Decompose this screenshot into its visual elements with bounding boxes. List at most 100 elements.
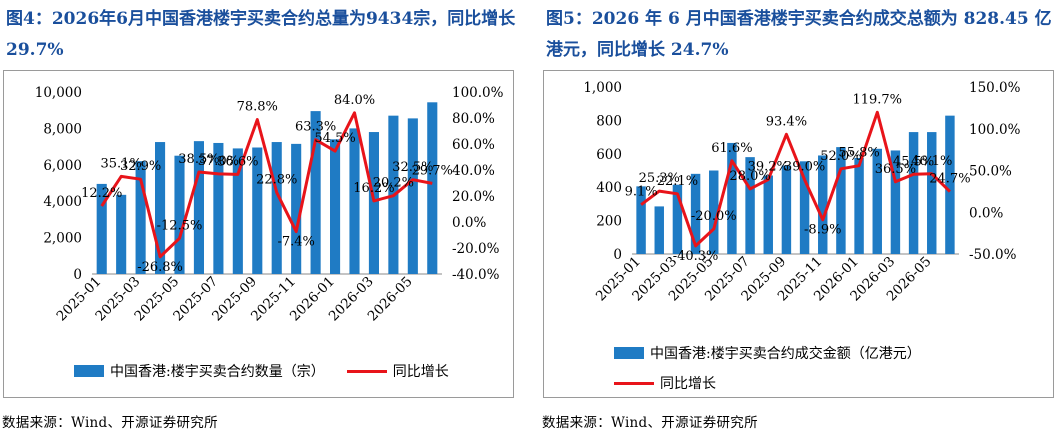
bar [763,175,773,254]
data-label: 39.0% [784,160,825,175]
y-right-tick-label: 20.0% [452,189,495,205]
legend-line-swatch [346,369,387,373]
data-label: 45.5% [893,154,934,169]
y-left-tick-label: 1,000 [583,80,622,96]
y-right-tick-label: 80.0% [452,111,495,127]
panel-fig4: 图4：2026年6月中国香港楼宇买卖合约总量为9434宗，同比增长 29.7% … [0,0,517,436]
panel-fig5: 图5：2026 年 6 月中国香港楼宇买卖合约成交总额为 828.45 亿港元，… [540,0,1057,436]
bar [672,184,683,254]
data-label: 20.2% [373,176,414,191]
y-right-tick-label: -50.0% [969,247,1017,263]
bar [836,147,846,254]
legend-line-label: 同比增长 [660,376,716,392]
bar [927,132,937,254]
bar [890,150,901,254]
y-left-tick-label: 2,000 [43,231,82,247]
chart-fig5: 0 200 400 600 800 1,000 -50.0% 0.0% 50.0% 100.0% 1… [583,80,1021,305]
data-label: 22.1% [657,174,698,189]
bar [310,111,321,274]
data-label: -12.5% [157,218,203,233]
legend-line-label: 同比增长 [392,364,449,380]
y-left-tick-label: 400 [596,180,622,196]
data-label: 39.2% [748,160,789,175]
data-label: 63.3% [295,120,336,135]
bar [854,157,864,254]
bar [427,102,438,274]
data-label: 32.9% [120,159,161,174]
data-label: 84.0% [334,93,375,108]
bar [636,186,646,254]
bar [654,206,664,254]
bar [908,132,919,254]
y-left-tick-label: 4,000 [43,194,82,210]
data-label: 25.3% [639,171,680,186]
bar [799,161,810,254]
data-label: 93.4% [766,114,807,129]
chart-frame-fig5: 0 200 400 600 800 1,000 -50.0% 0.0% 50.0% 100.0% 1… [543,70,1054,398]
bar [945,115,955,254]
data-label: 9.1% [625,185,658,200]
y-right-tick-label: 60.0% [452,137,495,153]
y-left-tick-label: 6,000 [43,158,82,174]
bar [213,142,224,274]
bar [781,165,792,254]
data-label: 37.0% [198,154,239,169]
y-right-tick-label: 100.0% [969,122,1021,138]
bar [818,155,828,254]
y-right-tick-label: 150.0% [969,80,1021,96]
data-label: 32.5% [392,160,433,175]
data-label: 16.2% [353,181,394,196]
data-label: 29.7% [412,163,453,178]
data-label: 38.5% [178,152,219,167]
legend-bar-swatch [614,347,644,359]
legend-bar-label: 中国香港:楼宇买卖合约成交金额（亿港元） [650,346,921,362]
data-label: 36.5% [875,162,916,177]
data-label: -20.0% [691,209,737,224]
y-right-tick-label: 0.0% [969,205,1003,221]
data-label: 36.6% [217,154,258,169]
bar [872,148,882,254]
y-right-tick-label: 0.0% [452,215,486,231]
y-left-tick-label: 200 [596,214,622,230]
chart-title-fig5: 图5：2026 年 6 月中国香港楼宇买卖合约成交总额为 828.45 亿港元，… [546,9,1052,60]
bar [271,142,282,274]
y-right-tick-label: 100.0% [452,85,504,101]
y-right-tick-label: -20.0% [452,241,500,257]
bar [96,183,107,274]
source-note-fig5: 数据来源：Wind、开源证券研究所 [542,415,758,431]
data-label: -26.8% [137,260,183,275]
data-label: -40.3% [673,249,719,264]
y-right-tick-label: -40.0% [452,267,500,283]
bar [116,194,127,274]
data-label: 24.7% [929,172,970,187]
data-label: -8.9% [804,223,841,238]
bar [135,161,146,274]
legend-bar-fig5: 中国香港:楼宇买卖合约成交金额（亿港元） [614,343,921,363]
y-left-tick-label: 0 [613,247,622,263]
legend-bar-swatch [74,365,104,377]
bar [330,139,341,274]
y-right-tick-label: 40.0% [452,163,495,179]
data-label: 55.8% [838,146,879,161]
source-note-fig4: 数据来源：Wind、开源证券研究所 [2,415,218,431]
data-label: 12.2% [81,186,122,201]
yoy-line [640,110,951,248]
bar [407,118,418,274]
data-label: 119.7% [852,92,902,107]
bar [155,142,166,274]
data-label: 61.6% [711,141,752,156]
chart-frame-fig4: 0 2,000 4,000 6,000 8,000 10,000 -40.0% -20.0% 0… [3,70,514,398]
chart-fig4: 0 2,000 4,000 6,000 8,000 10,000 -40.0% -20.0% 0… [35,85,504,325]
data-label: 78.8% [237,100,278,115]
data-label: 22.8% [256,172,297,187]
bar [690,173,701,254]
bar [349,128,360,274]
chart-title-fig4: 图4：2026年6月中国香港楼宇买卖合约总量为9434宗，同比增长 29.7% [6,9,516,60]
bar [727,142,737,254]
legend-bar-label: 中国香港:楼宇买卖合约数量（宗） [110,364,325,380]
data-label: 52.0% [820,149,861,164]
data-label: -7.4% [277,235,314,250]
yoy-line [100,111,433,259]
bar [709,170,719,254]
data-label: 46.1% [911,154,952,169]
